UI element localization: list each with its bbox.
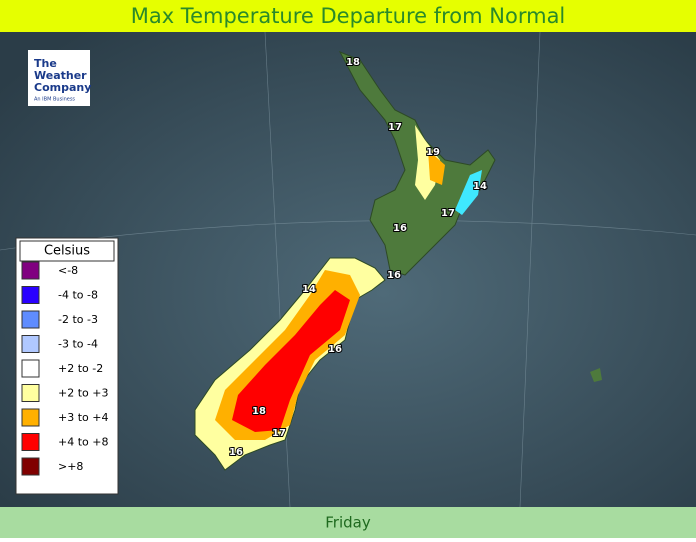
legend-label: +2 to -2 [58,362,103,375]
temp: 17 [441,208,455,219]
temp: 18 [346,57,360,68]
legend-label: +4 to +8 [58,436,108,449]
temp: 14 [473,181,487,192]
legend-items: <-8 -4 to -8 -2 to -3 -3 to -4 +2 to -2 +2 to… [21,261,108,476]
legend-swatch [21,310,40,329]
legend-label: -4 to -8 [58,289,98,302]
legend-title-box [19,240,115,262]
chatham-islands [590,368,602,382]
logo-text: The [34,57,57,70]
legend-swatch [21,457,40,476]
temp: 16 [229,447,243,458]
temp: 16 [328,344,342,355]
logo-text: Company [34,81,91,94]
warm-area [428,150,445,185]
legend-label: +3 to +4 [58,411,108,424]
legend-label: -3 to -4 [58,338,98,351]
north-island [338,51,496,276]
legend-swatch [21,286,40,304]
cool-area [455,170,482,215]
title: Max Temperature Departure from Normal [131,4,566,28]
legend-swatch [21,384,40,402]
temp: 16 [387,270,401,281]
legend-swatch [21,408,40,427]
temp: 17 [388,122,402,133]
day-label: Friday [325,514,371,532]
legend-label: <-8 [58,264,78,277]
legend-swatch [21,433,40,451]
temperature-labels: 18 17 19 14 17 16 16 14 16 18 17 16 [228,56,488,459]
logo-text: Weather [34,69,87,82]
temp: 16 [393,223,407,234]
temp: 17 [272,428,286,439]
legend-title: Celsius [44,244,90,259]
logo-tagline: An IBM Business [34,97,75,103]
temp: 14 [302,284,316,295]
legend-swatch [21,335,40,353]
legend-swatch [21,359,40,378]
hot-area [232,290,350,432]
logo [28,50,90,106]
temp: 19 [426,147,440,158]
legend-label: -2 to -3 [58,313,98,326]
title-bar [0,0,696,32]
legend-label: >+8 [58,460,83,473]
temp: 18 [252,406,266,417]
legend-label: +2 to +3 [58,387,108,400]
footer-bar [0,507,696,538]
legend-swatch [21,261,40,280]
